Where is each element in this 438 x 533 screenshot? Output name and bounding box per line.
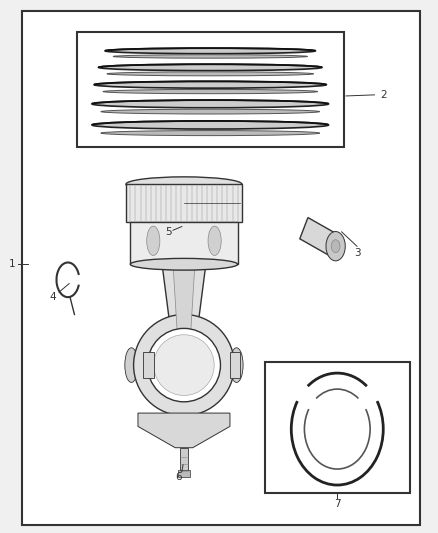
Bar: [77, 32, 344, 147]
Ellipse shape: [147, 226, 160, 255]
Bar: [180, 448, 188, 472]
Ellipse shape: [92, 121, 328, 129]
Text: 2: 2: [380, 90, 387, 100]
Ellipse shape: [230, 348, 243, 383]
Ellipse shape: [113, 55, 307, 58]
Text: 6: 6: [175, 472, 182, 481]
Polygon shape: [138, 413, 230, 448]
Ellipse shape: [107, 72, 314, 76]
Ellipse shape: [331, 240, 340, 253]
Ellipse shape: [134, 314, 234, 416]
Ellipse shape: [154, 335, 214, 395]
Ellipse shape: [130, 259, 237, 270]
Bar: [131, 222, 237, 264]
Ellipse shape: [126, 177, 242, 192]
Ellipse shape: [101, 131, 320, 135]
Text: 5: 5: [165, 227, 172, 237]
Ellipse shape: [326, 231, 345, 261]
Bar: [178, 470, 190, 477]
Text: 4: 4: [49, 293, 56, 302]
Polygon shape: [300, 217, 340, 257]
Ellipse shape: [103, 90, 318, 94]
Ellipse shape: [208, 226, 221, 255]
Polygon shape: [173, 264, 195, 349]
Ellipse shape: [92, 100, 328, 108]
Ellipse shape: [99, 64, 322, 70]
Bar: [230, 352, 240, 378]
Ellipse shape: [125, 348, 138, 383]
Bar: [143, 352, 154, 378]
Text: 3: 3: [353, 248, 360, 258]
Ellipse shape: [105, 48, 315, 54]
Text: 1: 1: [9, 259, 16, 269]
Bar: [265, 362, 410, 493]
Polygon shape: [162, 264, 206, 349]
Ellipse shape: [101, 109, 320, 114]
Ellipse shape: [94, 82, 326, 88]
Text: 7: 7: [334, 499, 341, 508]
Bar: [126, 184, 242, 222]
Ellipse shape: [148, 328, 220, 402]
